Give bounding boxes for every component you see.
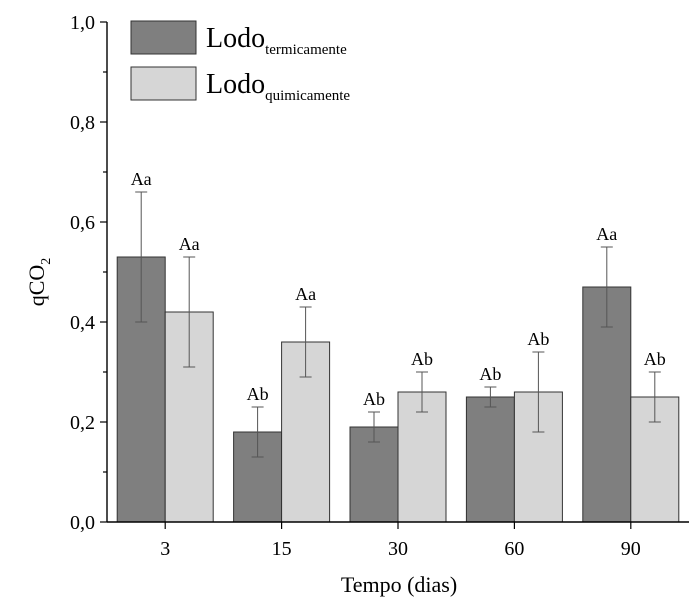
data-label-termicamente-60: Ab xyxy=(479,364,501,384)
x-axis-title: Tempo (dias) xyxy=(341,572,457,597)
y-axis-title-main: qCO xyxy=(24,265,49,307)
legend-swatch-termicamente xyxy=(130,20,197,55)
y-axis-title: qCO2 xyxy=(24,258,54,307)
y-tick-label-0,2: 0,2 xyxy=(70,412,95,434)
data-label-quimicamente-30: Ab xyxy=(411,349,433,369)
bar-termicamente-60 xyxy=(465,396,515,523)
y-tick-label-1,0: 1,0 xyxy=(70,12,95,34)
legend-label-quimicamente-subscript: quimicamente xyxy=(265,88,350,104)
data-label-termicamente-30: Ab xyxy=(363,389,385,409)
data-label-termicamente-90: Aa xyxy=(596,224,617,244)
y-tick-label-0,6: 0,6 xyxy=(70,212,95,234)
error-bar-termicamente-60 xyxy=(484,386,497,408)
data-label-quimicamente-15: Aa xyxy=(295,284,316,304)
legend-label-quimicamente-main: Lodo xyxy=(206,69,265,100)
error-bar-quimicamente-60 xyxy=(532,351,545,433)
y-tick-label-0,8: 0,8 xyxy=(70,112,95,134)
bar-quimicamente-30 xyxy=(397,391,447,523)
data-label-termicamente-15: Ab xyxy=(247,384,269,404)
error-bar-termicamente-30 xyxy=(368,411,380,443)
y-tick-label-0,4: 0,4 xyxy=(70,312,95,334)
data-label-quimicamente-60: Ab xyxy=(527,329,549,349)
y-tick-label-0,0: 0,0 xyxy=(70,512,95,534)
legend-label-quimicamente: Lodoquimicamente xyxy=(206,69,350,104)
x-tick-label-15: 15 xyxy=(272,538,292,560)
error-bar-termicamente-90 xyxy=(600,246,613,328)
axes-layer: 3 15 30 60 90 0,0 0,2 0,4 0,6 0,8 1,0 xyxy=(70,12,689,560)
legend-label-termicamente-subscript: termicamente xyxy=(265,42,347,58)
bars-layer xyxy=(116,256,680,523)
legend-swatch-quimicamente xyxy=(130,66,197,101)
error-bar-quimicamente-15 xyxy=(299,306,312,378)
data-label-termicamente-3: Aa xyxy=(131,169,152,189)
legend-label-termicamente-main: Lodo xyxy=(206,23,265,54)
error-bar-termicamente-15 xyxy=(251,406,264,458)
legend-label-termicamente: Lodotermicamente xyxy=(206,23,347,58)
x-tick-label-90: 90 xyxy=(621,538,641,560)
x-tick-label-30: 30 xyxy=(388,538,408,560)
x-tick-label-3: 3 xyxy=(160,538,170,560)
error-bar-quimicamente-3 xyxy=(183,256,196,368)
error-bar-termicamente-3 xyxy=(135,191,148,323)
y-axis-title-subscript: 2 xyxy=(39,258,54,265)
data-label-quimicamente-90: Ab xyxy=(644,349,666,369)
error-bar-quimicamente-30 xyxy=(416,371,428,413)
error-bar-quimicamente-90 xyxy=(648,371,661,423)
legend: Lodotermicamente Lodoquimicamente xyxy=(130,20,350,104)
data-label-quimicamente-3: Aa xyxy=(179,234,200,254)
x-tick-label-60: 60 xyxy=(504,538,524,560)
data-labels-layer: Aa Aa Ab Aa Ab Ab Ab Ab Aa Ab xyxy=(131,169,666,409)
error-bars-layer xyxy=(135,191,661,458)
